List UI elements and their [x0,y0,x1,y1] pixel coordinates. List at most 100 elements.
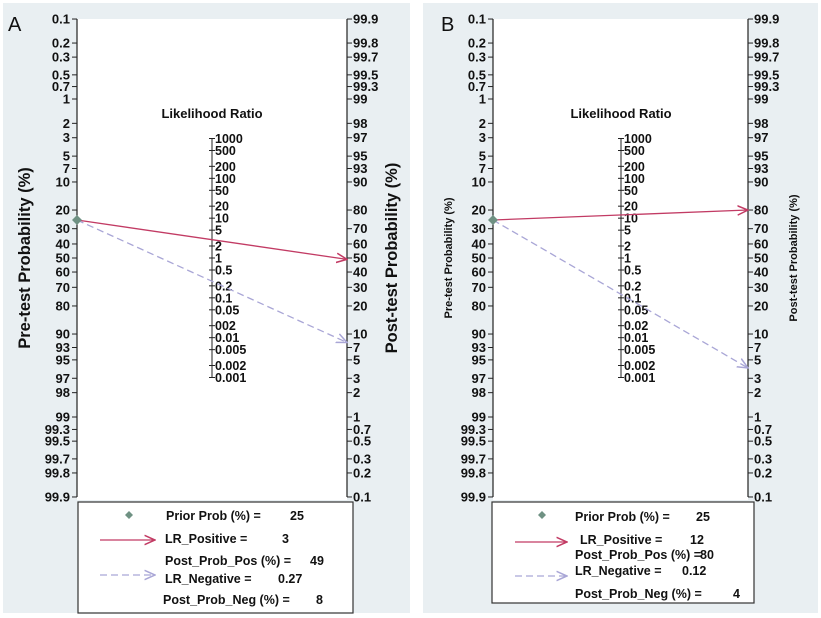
pretest-tick-label: 1 [479,92,486,107]
posttest-tick-label: 3 [353,371,360,386]
posttest-tick-label: 40 [754,265,768,280]
posttest-tick-label: 99.3 [353,79,378,94]
negative-lr-line [76,219,347,343]
pretest-tick-label: 93 [472,340,486,355]
pretest-tick-label: 5 [479,149,486,164]
pretest-tick-label: 5 [63,149,70,164]
posttest-tick-label: 30 [353,280,367,295]
legend-lr-negative-label: LR_Negative = [575,564,662,578]
pretest-tick-label: 90 [472,327,486,342]
posttest-tick-label: 2 [353,385,360,400]
pretest-tick-label: 40 [56,236,70,251]
lr-tick-label: 0.001 [624,371,655,385]
panel-label: B [441,14,454,36]
legend-lr-negative-value: 0.12 [682,564,706,578]
posttest-tick-label: 7 [754,340,761,355]
pretest-tick-label: 99.9 [461,489,486,504]
posttest-tick-label: 20 [353,298,367,313]
posttest-tick-label: 0.5 [353,434,371,449]
posttest-tick-label: 97 [754,130,768,145]
lr-tick-label: 5 [215,224,222,238]
lr-tick-label: 2 [624,240,631,254]
pretest-tick-label: 95 [472,352,486,367]
lr-tick-label: 0.2 [215,279,232,293]
legend: Prior Prob (%) = 25 LR_Positive = 3 Post_Pro… [77,501,354,614]
pretest-tick-label: 70 [472,280,486,295]
lr-tick-label: 500 [215,144,236,158]
legend-lr-negative-label: LR_Negative = [165,572,252,586]
legend-post-prob-pos-label: Post_Prob_Pos (%) = [575,548,701,562]
posttest-tick-label: 7 [353,340,360,355]
posttest-tick-label: 99.5 [754,67,779,82]
pretest-tick-label: 90 [56,327,70,342]
lr-tick-label: 20 [624,200,638,214]
posttest-tick-label: 70 [353,221,367,236]
lr-tick-label: 0.05 [215,303,239,317]
pretest-tick-label: 60 [472,265,486,280]
lr-tick-label: 500 [624,144,645,158]
pretest-tick-label: 0.5 [468,67,486,82]
lr-tick-label: 200 [624,160,645,174]
pretest-tick-label: 2 [63,116,70,131]
posttest-tick-label: 99.8 [754,36,779,51]
posttest-tick-label: 0.7 [754,422,772,437]
lr-tick-label: 0.001 [215,371,246,385]
posttest-axis-title: Post-test Probability (%) [788,194,800,321]
lr-tick-label: 1 [215,252,222,266]
lr-tick-label: 5 [624,224,631,238]
posttest-tick-label: 0.5 [754,434,772,449]
legend-post-prob-neg-label: Post_Prob_Neg (%) = [163,593,290,607]
posttest-tick-label: 50 [754,251,768,266]
pretest-tick-label: 98 [56,385,70,400]
pretest-tick-label: 97 [56,371,70,386]
lr-tick-label: 0.1 [215,291,232,305]
pretest-tick-label: 99.3 [45,422,70,437]
posttest-tick-label: 99.3 [754,79,779,94]
pretest-tick-label: 20 [472,203,486,218]
prior-prob-marker [488,214,498,225]
panel-b: B 0.10.20.30.50.7123571020304050607080909… [423,3,818,613]
posttest-tick-label: 99 [353,92,367,107]
lr-tick-label: 200 [215,160,236,174]
pretest-tick-label: 10 [472,174,486,189]
pretest-tick-label: 30 [472,221,486,236]
lr-tick-label: 0.002 [215,359,246,373]
posttest-tick-label: 98 [754,116,768,131]
pretest-tick-label: 7 [479,161,486,176]
pretest-tick-label: 0.3 [468,50,486,65]
pretest-tick-label: 30 [56,221,70,236]
posttest-tick-label: 0.3 [754,451,772,466]
legend-lr-positive-label: LR_Positive = [580,533,662,547]
posttest-tick-label: 10 [754,327,768,342]
posttest-tick-label: 50 [353,251,367,266]
pretest-tick-label: 0.7 [468,79,486,94]
posttest-tick-label: 99.7 [353,50,378,65]
lr-tick-label: 10 [215,212,229,226]
pretest-tick-label: 99.9 [45,489,70,504]
posttest-tick-label: 90 [353,174,367,189]
pretest-tick-label: 50 [56,251,70,266]
lr-tick-label: 0.1 [624,291,641,305]
posttest-tick-label: 80 [754,203,768,218]
legend-post-prob-pos-value: 49 [310,554,324,568]
posttest-tick-label: 99.7 [754,50,779,65]
pretest-tick-label: 99.5 [461,434,486,449]
positive-lr-line [76,219,347,259]
posttest-tick-label: 1 [754,409,761,424]
legend-prior-diamond-icon [125,511,133,519]
pretest-tick-label: 0.5 [52,67,70,82]
pretest-tick-label: 97 [472,371,486,386]
legend-post-prob-neg-value: 4 [733,587,740,601]
pretest-tick-label: 98 [472,385,486,400]
pretest-tick-label: 60 [56,265,70,280]
posttest-tick-label: 93 [353,161,367,176]
lr-tick-label: 1 [624,252,631,266]
pretest-tick-label: 0.2 [468,36,486,51]
pretest-tick-label: 99.7 [461,451,486,466]
negative-lr-line [492,219,748,368]
pretest-tick-label: 10 [56,174,70,189]
pretest-tick-label: 99.5 [45,434,70,449]
panel-a: A 0.10.20.30.50.7123571020304050607080909… [3,3,410,614]
